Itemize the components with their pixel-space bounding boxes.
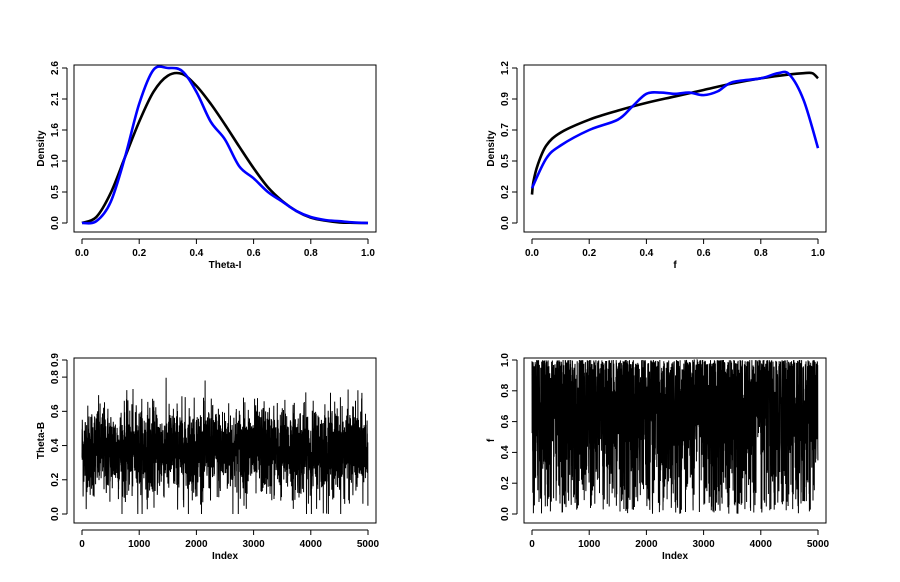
y-tick-label: 0.0 — [50, 507, 61, 521]
x-tick-label: 1.0 — [361, 248, 375, 259]
y-tick-label: 0.9 — [500, 92, 511, 106]
y-tick-label: 0.6 — [500, 414, 511, 428]
density-line-prior — [530, 71, 819, 195]
panel-4: 0 1000 2000 3000 4000 5000 Index 0.0 0.2 0.4 0.6 0.… — [486, 353, 830, 562]
y-tick-label: 1.6 — [50, 123, 61, 137]
y-tick-label: 0.2 — [50, 472, 61, 486]
y-tick-label: 1.2 — [500, 61, 511, 75]
x-tick-label: 5000 — [357, 539, 380, 550]
x-tick-label: 2000 — [185, 539, 208, 550]
x-axis-label: Index — [662, 551, 689, 562]
x-tick-label: 3000 — [692, 539, 715, 550]
x-tick-label: 0.8 — [754, 248, 768, 259]
x-tick-label: 0 — [79, 539, 85, 550]
y-tick-label: 0.5 — [50, 185, 61, 199]
y-tick-label: 0.0 — [50, 216, 61, 230]
y-tick-label: 1.0 — [50, 154, 61, 168]
x-axis-label: f — [673, 260, 677, 271]
x-tick-label: 4000 — [750, 539, 773, 550]
x-axis-label: Index — [212, 551, 239, 562]
y-axis-label: Density — [36, 130, 47, 167]
panel-2: 0.0 0.2 0.4 0.6 0.8 1.0 f 0.0 0.2 0.5 0.7 0.9 1.2 Den… — [486, 61, 827, 271]
y-tick-label: 2.6 — [50, 61, 61, 75]
x-tick-label: 0.2 — [582, 248, 596, 259]
x-tick-label: 3000 — [242, 539, 265, 550]
x-tick-label: 0.0 — [525, 248, 539, 259]
trace-line — [531, 358, 819, 514]
x-tick-label: 2000 — [635, 539, 658, 550]
x-tick-label: 0 — [529, 539, 535, 550]
density-line-prior — [81, 71, 369, 225]
y-axis-label: Theta-B — [36, 422, 47, 459]
x-tick-label: 1000 — [578, 539, 601, 550]
x-tick-label: 0.6 — [697, 248, 711, 259]
y-tick-label: 0.2 — [500, 185, 511, 199]
y-tick-label: 0.7 — [500, 123, 511, 137]
x-tick-label: 5000 — [807, 539, 830, 550]
y-tick-label: 1.0 — [500, 353, 511, 367]
y-tick-label: 0.8 — [500, 383, 511, 397]
y-tick-label: 0.5 — [500, 154, 511, 168]
plot-frame — [523, 357, 827, 524]
y-tick-label: 0.0 — [500, 216, 511, 230]
trace-line — [81, 377, 369, 515]
x-tick-label: 1000 — [128, 539, 151, 550]
x-tick-label: 0.6 — [247, 248, 261, 259]
y-tick-label: 0.9 — [50, 353, 61, 367]
y-axis-label: Density — [486, 130, 497, 167]
x-tick-label: 1.0 — [811, 248, 825, 259]
x-tick-label: 0.0 — [75, 248, 89, 259]
x-tick-label: 0.4 — [189, 248, 203, 259]
density-line-posterior — [81, 65, 369, 225]
x-tick-label: 0.4 — [639, 248, 653, 259]
plot-frame — [73, 64, 377, 233]
y-tick-label: 0.8 — [50, 370, 61, 384]
y-tick-label: 0.2 — [500, 476, 511, 490]
plot-frame — [73, 357, 377, 524]
y-tick-label: 0.6 — [50, 404, 61, 418]
x-tick-label: 0.2 — [132, 248, 146, 259]
y-tick-label: 0.4 — [50, 438, 61, 452]
panel-3: 0 1000 2000 3000 4000 5000 Index 0.0 0.2 0.4 0.6 0.… — [36, 353, 380, 562]
plot-frame — [523, 64, 827, 233]
x-tick-label: 0.8 — [304, 248, 318, 259]
y-axis-label: f — [486, 438, 497, 442]
y-tick-label: 2.1 — [50, 92, 61, 106]
y-tick-label: 0.0 — [500, 507, 511, 521]
density-line-posterior — [530, 70, 820, 189]
x-axis-label: Theta-I — [209, 260, 242, 271]
panel-1: 0.0 0.2 0.4 0.6 0.8 1.0 Theta-I 0.0 0.5 1.0 1.6 2.1… — [36, 61, 377, 271]
y-tick-label: 0.4 — [500, 445, 511, 459]
x-tick-label: 4000 — [300, 539, 323, 550]
